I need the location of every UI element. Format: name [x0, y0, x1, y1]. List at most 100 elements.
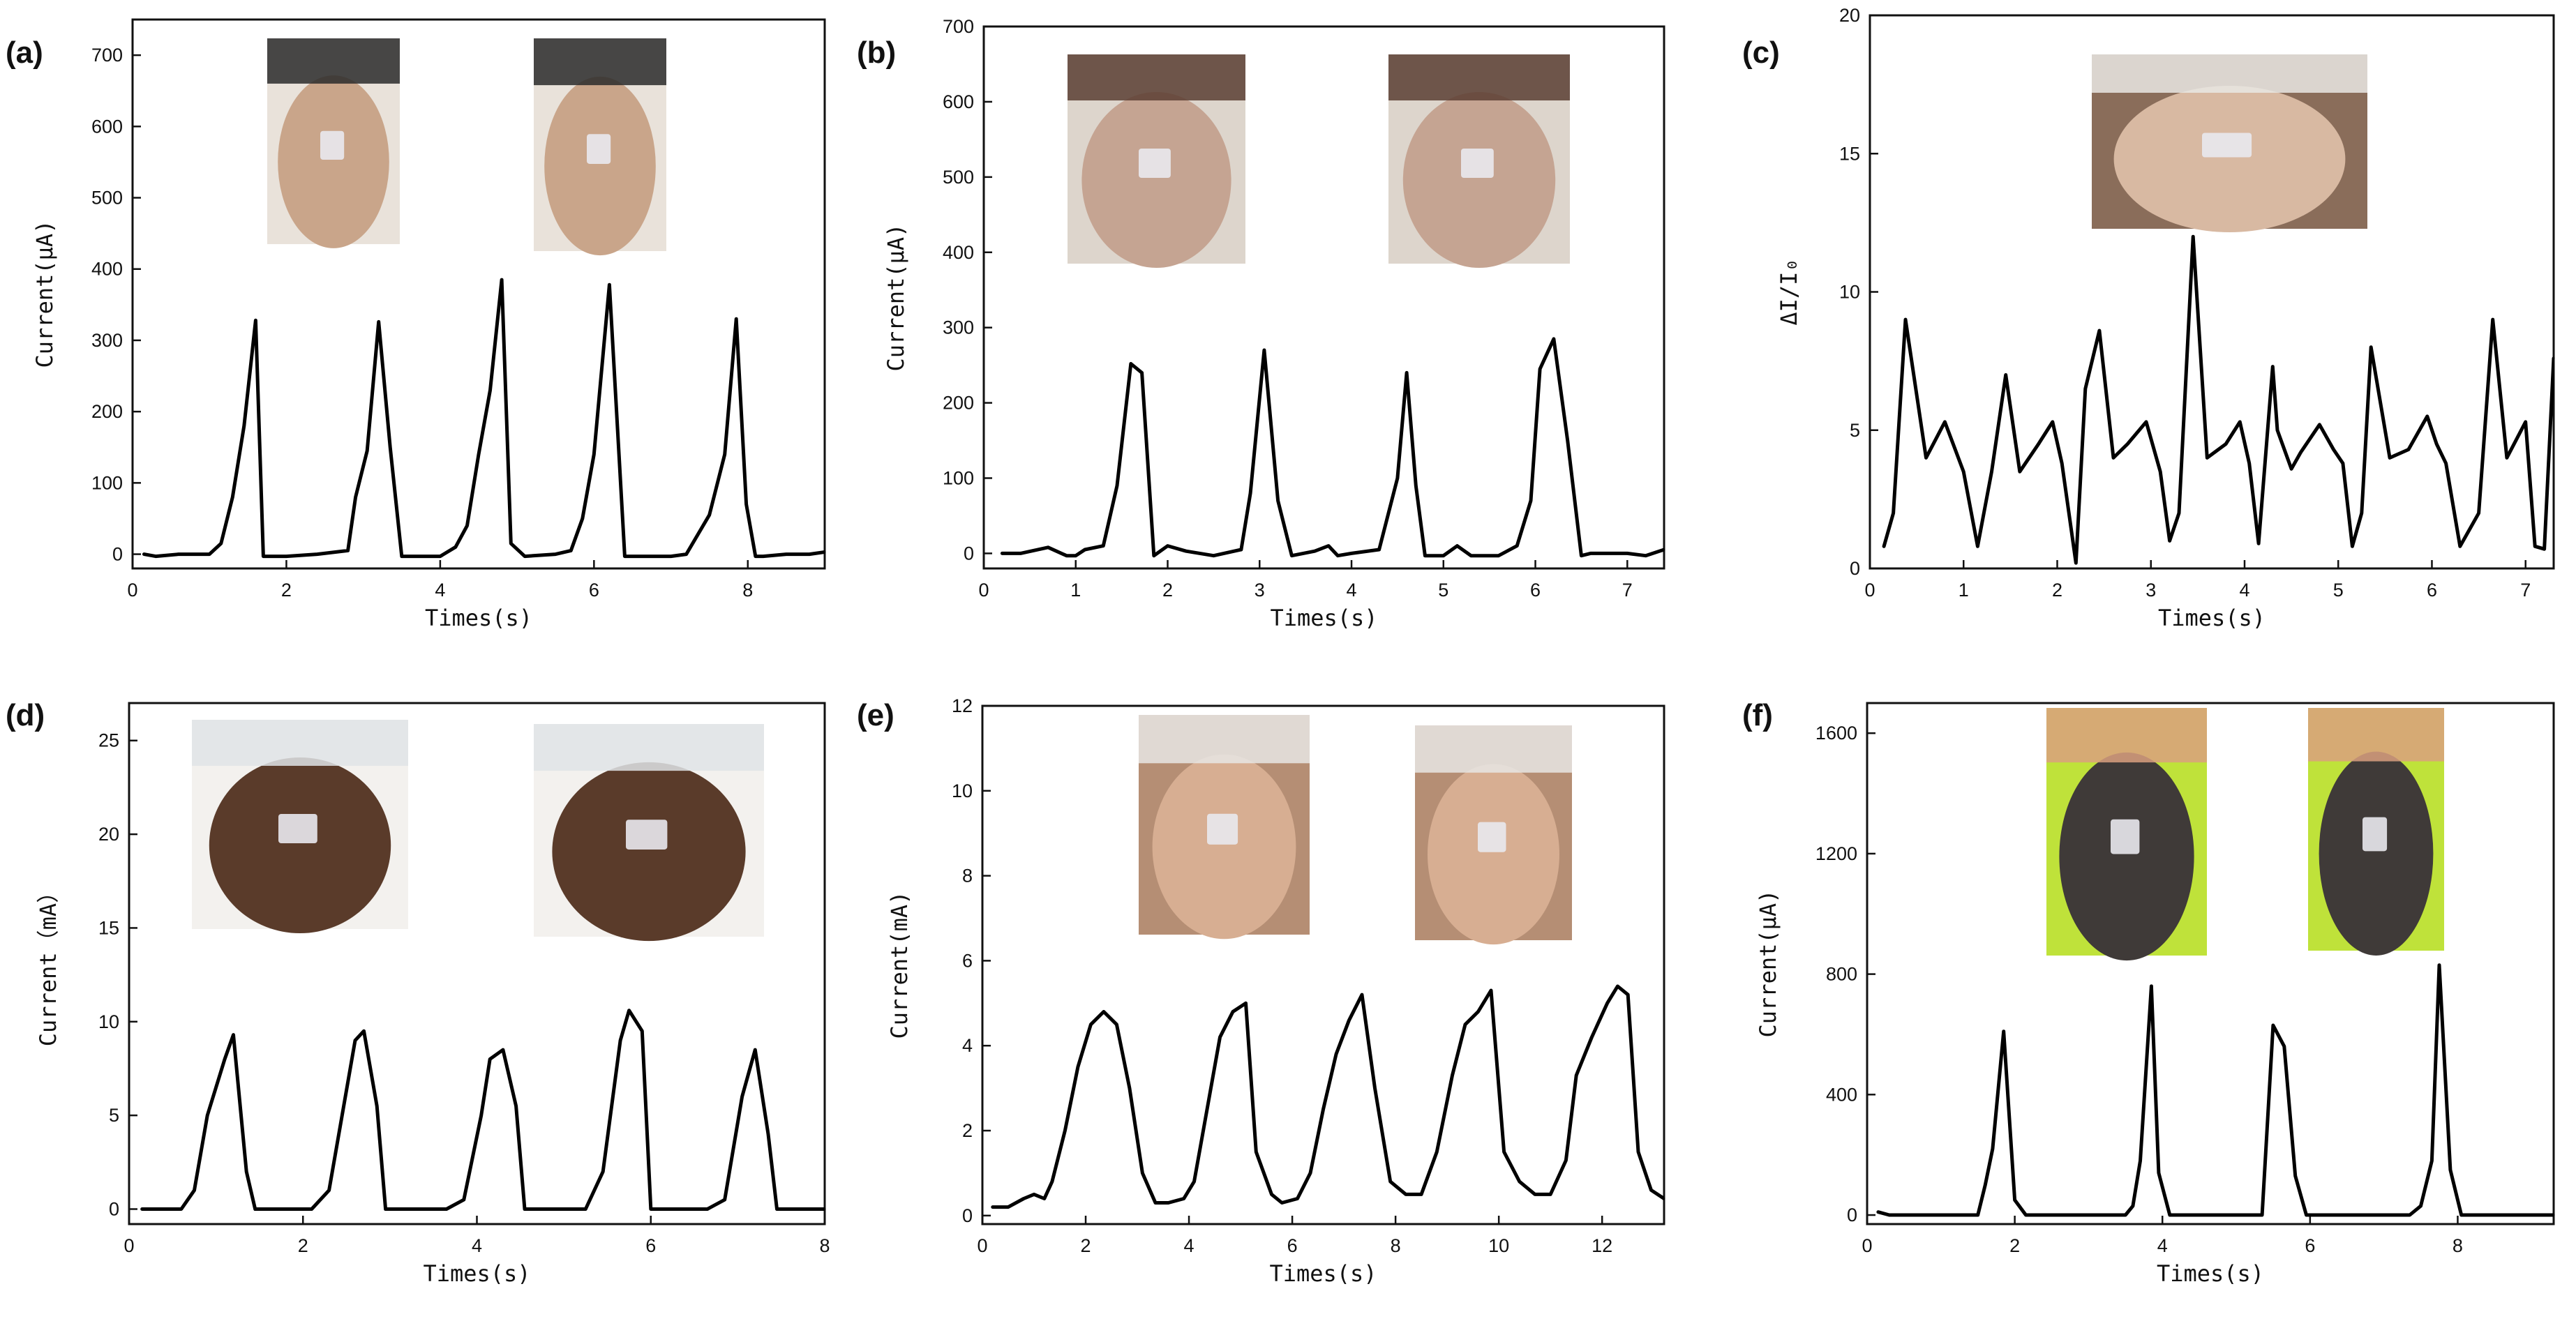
data-point — [509, 542, 512, 545]
data-point — [1335, 1052, 1338, 1055]
data-point — [1589, 552, 1592, 554]
data-point — [1185, 550, 1188, 552]
data-point — [1309, 1172, 1312, 1175]
data-point — [1336, 554, 1339, 557]
data-point — [693, 1208, 696, 1211]
data-point — [432, 1208, 435, 1211]
data-point — [2084, 387, 2087, 390]
y-tick-label: 600 — [943, 91, 974, 112]
data-point — [1290, 554, 1293, 557]
data-point — [389, 446, 391, 448]
data-point — [2435, 443, 2438, 446]
data-point — [1255, 1150, 1257, 1153]
x-tick-label: 3 — [1255, 580, 1265, 601]
data-point — [1892, 512, 1895, 515]
data-point — [1663, 548, 1665, 551]
data-point — [347, 549, 350, 552]
data-point — [619, 1039, 622, 1042]
data-point — [1378, 548, 1381, 551]
x-tick-label: 10 — [1488, 1235, 1509, 1256]
data-point — [2407, 448, 2410, 451]
data-point — [1116, 484, 1118, 487]
inset-photo — [1415, 725, 1572, 945]
data-point — [823, 1208, 826, 1211]
data-point — [2388, 456, 2391, 459]
x-tick-label: 0 — [978, 580, 989, 601]
data-point — [2087, 1214, 2090, 1216]
data-point — [1977, 1214, 1979, 1216]
x-tick-label: 8 — [2453, 1235, 2463, 1256]
data-point — [2257, 542, 2260, 545]
y-tick-label: 0 — [112, 544, 123, 565]
y-tick-label: 0 — [109, 1199, 119, 1220]
data-point — [569, 549, 572, 552]
data-point — [2206, 456, 2208, 459]
data-point — [2074, 561, 2077, 564]
y-tick-label: 0 — [1847, 1205, 1857, 1225]
y-tick-label: 12 — [952, 695, 973, 716]
data-point — [1414, 484, 1417, 487]
data-point — [1374, 1087, 1377, 1089]
data-point — [1348, 1019, 1351, 1022]
data-point — [2192, 235, 2194, 238]
y-tick-label: 15 — [1839, 143, 1860, 164]
data-point — [1645, 554, 1647, 557]
data-point — [1469, 554, 1472, 557]
data-point — [1882, 545, 1885, 548]
data-point — [785, 553, 788, 556]
data-point — [2248, 462, 2251, 465]
data-point — [1616, 985, 1619, 988]
x-tick-label: 0 — [977, 1235, 987, 1256]
data-point — [762, 555, 765, 558]
y-tick-label: 200 — [91, 401, 123, 422]
plot-frame — [1866, 702, 2555, 1225]
data-point — [1263, 349, 1266, 352]
data-point — [1244, 1002, 1247, 1004]
data-point — [1019, 552, 1022, 554]
data-point — [375, 1105, 378, 1108]
data-point — [1192, 1180, 1195, 1183]
y-axis-label: Current（mA） — [35, 881, 61, 1046]
data-point — [2478, 512, 2480, 515]
data-point — [1084, 548, 1086, 551]
data-point — [231, 496, 234, 499]
panel-f: (f) 0 2 4 6 8 0 400 800 1200 1600 Times(s) Current(μ… — [1742, 698, 2555, 1287]
data-point — [1580, 554, 1582, 557]
data-point — [1322, 1108, 1324, 1111]
data-point — [1051, 1180, 1054, 1183]
series-line — [1882, 234, 2554, 565]
plot-frame — [131, 18, 826, 570]
data-point — [1549, 1193, 1552, 1195]
data-point — [1637, 1150, 1640, 1153]
data-point — [2037, 443, 2040, 446]
x-axis-label: Times(s) — [2158, 605, 2266, 631]
data-point — [502, 1048, 504, 1051]
data-point — [2300, 451, 2302, 453]
panel-label: (e) — [857, 698, 894, 732]
data-point — [608, 283, 611, 286]
x-tick-label: 6 — [1530, 580, 1541, 601]
x-tick-label: 6 — [589, 580, 599, 601]
y-tick-label: 20 — [1839, 5, 1860, 26]
data-point — [2305, 1214, 2308, 1216]
data-point — [1451, 1074, 1454, 1077]
data-point — [1405, 371, 1408, 374]
panel-label: (a) — [6, 36, 43, 70]
data-point — [220, 542, 223, 545]
data-point — [2460, 1214, 2463, 1216]
data-point — [1991, 1147, 1994, 1150]
data-point — [143, 553, 146, 556]
data-point — [2445, 462, 2448, 465]
data-point — [2383, 1214, 2386, 1216]
data-point — [1456, 545, 1459, 548]
data-point — [285, 555, 287, 558]
data-point — [2409, 1214, 2411, 1216]
x-tick-label: 6 — [1287, 1235, 1298, 1256]
data-point — [354, 496, 357, 499]
x-axis-label: Times(s) — [425, 605, 532, 631]
data-point — [243, 425, 246, 428]
x-tick-label: 4 — [2157, 1235, 2168, 1256]
data-point — [1888, 1214, 1891, 1216]
data-point — [724, 1198, 726, 1201]
series-line — [1000, 337, 1664, 558]
